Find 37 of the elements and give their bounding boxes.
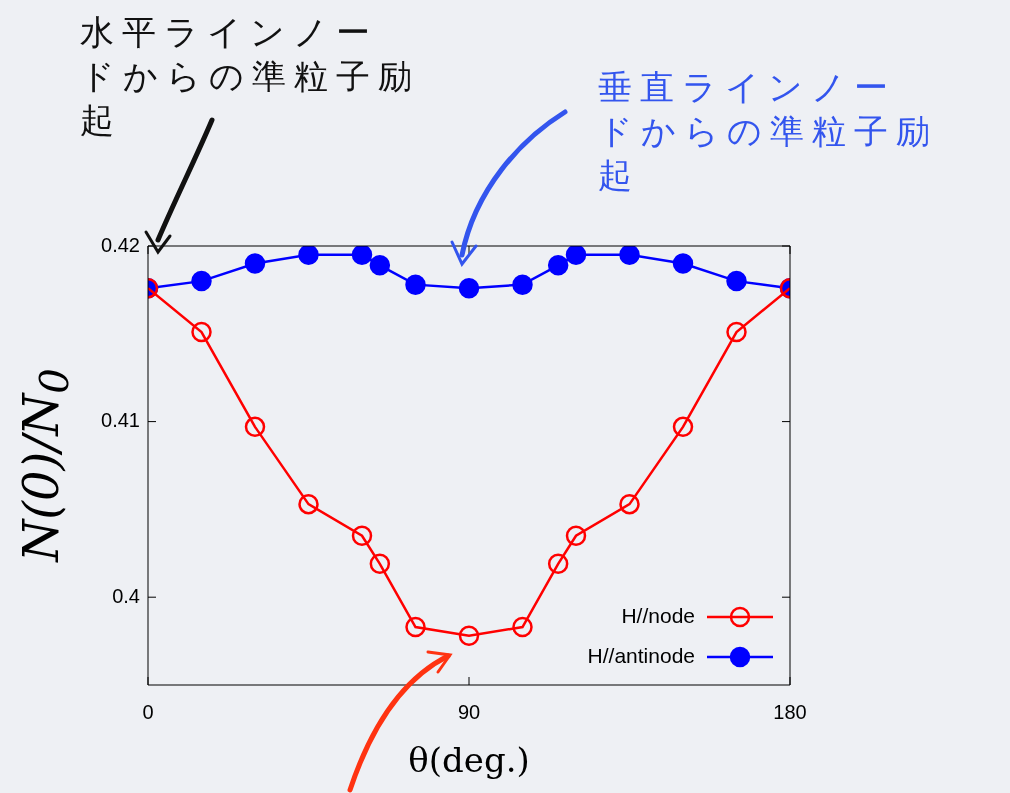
point bbox=[191, 321, 212, 343]
point bbox=[565, 525, 587, 546]
point bbox=[244, 416, 266, 438]
text: 垂直ラインノードからの準粒子励起 bbox=[598, 66, 938, 197]
point bbox=[565, 246, 587, 266]
y-tick-label: 0.42 bbox=[101, 233, 140, 256]
point bbox=[244, 253, 266, 274]
point bbox=[369, 553, 391, 575]
y-tick-label: 0.4 bbox=[112, 584, 140, 607]
point bbox=[369, 255, 391, 276]
point bbox=[191, 270, 212, 292]
point bbox=[726, 270, 747, 292]
point bbox=[672, 416, 694, 438]
point bbox=[512, 274, 533, 295]
point bbox=[298, 493, 319, 515]
x-tick-label: 0 bbox=[142, 700, 154, 723]
legend-label: H//node bbox=[621, 603, 695, 627]
point bbox=[458, 277, 480, 299]
point bbox=[298, 246, 319, 266]
point bbox=[351, 246, 373, 266]
point bbox=[547, 255, 569, 276]
point bbox=[547, 553, 569, 575]
point bbox=[619, 493, 640, 515]
legend-label: H//antinode bbox=[587, 643, 695, 667]
point bbox=[405, 274, 426, 295]
text: 水平ラインノードからの準粒子励起 bbox=[80, 11, 420, 142]
point bbox=[726, 321, 747, 343]
x-tick-label: 180 bbox=[773, 700, 807, 723]
point bbox=[672, 253, 694, 274]
x-axis-title: θ(deg.) bbox=[408, 740, 530, 780]
point bbox=[351, 525, 373, 546]
y-tick-label: 0.41 bbox=[101, 409, 140, 432]
point bbox=[458, 625, 480, 647]
point bbox=[619, 246, 640, 266]
point bbox=[512, 616, 533, 638]
x-tick-label: 90 bbox=[457, 700, 481, 723]
point bbox=[405, 616, 426, 638]
